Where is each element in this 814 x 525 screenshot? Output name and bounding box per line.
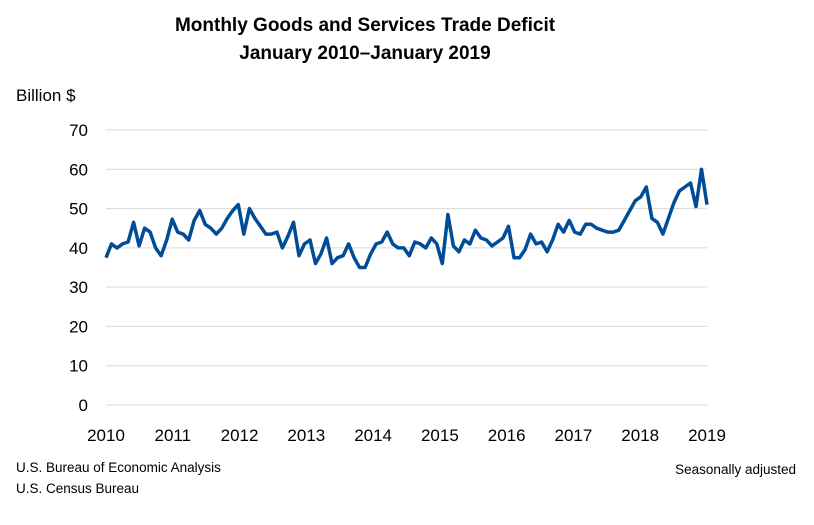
y-tick-label: 20 bbox=[69, 317, 88, 336]
seasonal-note: Seasonally adjusted bbox=[675, 462, 796, 477]
y-tick-label: 40 bbox=[69, 239, 88, 258]
x-tick-label: 2013 bbox=[287, 426, 325, 445]
x-tick-label: 2010 bbox=[87, 426, 125, 445]
x-tick-label: 2019 bbox=[688, 426, 726, 445]
x-tick-label: 2015 bbox=[421, 426, 459, 445]
x-tick-label: 2017 bbox=[555, 426, 593, 445]
y-tick-label: 70 bbox=[69, 121, 88, 140]
x-tick-label: 2011 bbox=[154, 426, 191, 445]
y-tick-label: 0 bbox=[79, 396, 88, 415]
y-axis-label: Billion $ bbox=[16, 86, 76, 105]
y-tick-label: 50 bbox=[69, 200, 88, 219]
y-tick-label: 60 bbox=[69, 160, 88, 179]
source-bea: U.S. Bureau of Economic Analysis bbox=[16, 460, 221, 475]
chart-subtitle: January 2010–January 2019 bbox=[239, 43, 491, 64]
x-tick-label: 2016 bbox=[488, 426, 526, 445]
source-census: U.S. Census Bureau bbox=[16, 481, 140, 496]
x-tick-label: 2012 bbox=[221, 426, 259, 445]
series-line bbox=[104, 167, 709, 270]
x-tick-label: 2018 bbox=[621, 426, 659, 445]
chart-title: Monthly Goods and Services Trade Deficit bbox=[174, 15, 556, 36]
y-tick-label: 10 bbox=[69, 357, 88, 376]
y-tick-label: 30 bbox=[69, 278, 88, 297]
x-tick-label: 2014 bbox=[354, 426, 392, 445]
